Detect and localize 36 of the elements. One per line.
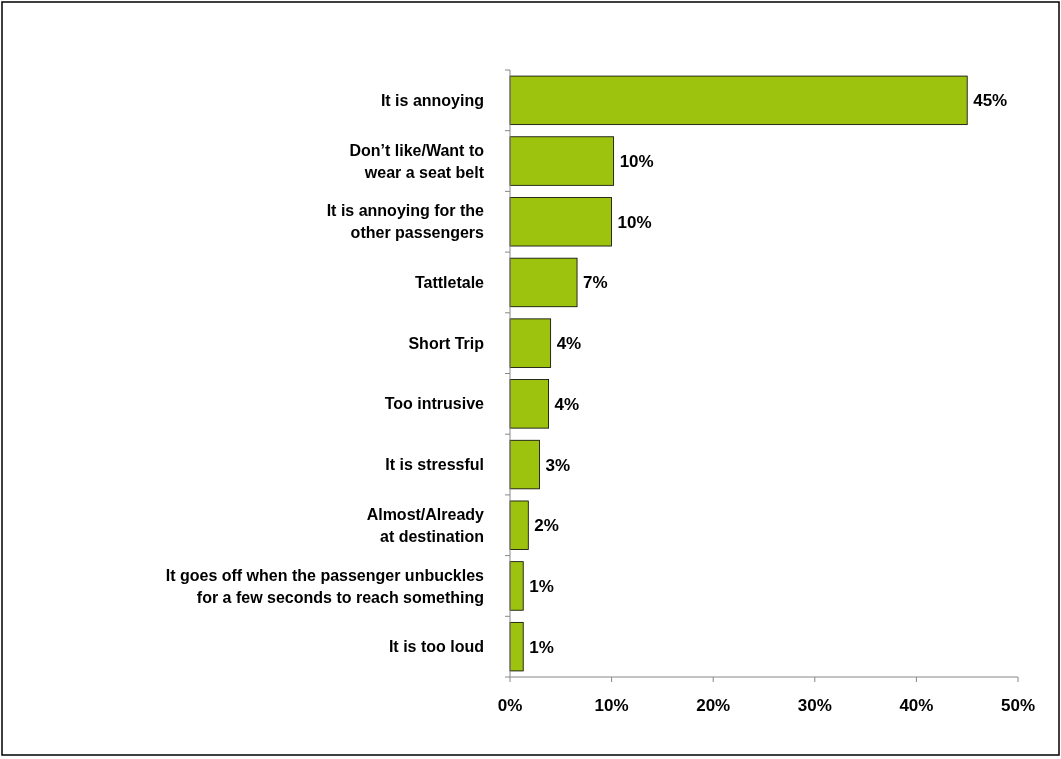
bar [509,257,578,308]
data-label: 1% [529,637,554,657]
y-tick-label: It is too loud [388,638,484,656]
data-label: 10% [617,212,652,232]
y-tick-label: Don’t like/Want to wear a seat belt [349,141,485,181]
data-label: 45% [973,91,1008,111]
data-label: 10% [619,152,654,171]
y-tick-label: Almost/Already at destination [366,505,485,545]
x-tick-label: 30% [797,696,832,715]
y-tick-label: It is annoying [380,91,484,109]
bar [509,439,540,490]
bar [509,318,552,368]
bar [509,621,524,672]
bar [509,561,524,611]
y-tick-label: It is annoying for the other passengers [326,202,485,242]
x-tick-label: 50% [1000,696,1036,715]
data-label: 7% [583,273,608,293]
y-tick-label: Tattletale [414,274,485,292]
data-label: 4% [554,394,580,414]
y-tick-label: Short Trip [408,334,485,352]
bar [509,136,615,186]
bar [509,197,612,247]
bar [509,75,968,126]
x-tick-label: 20% [696,696,731,715]
data-label: 4% [556,334,582,354]
y-tick-label: Too intrusive [384,395,485,413]
data-label: 2% [534,516,559,536]
y-tick-label: It is stressful [385,456,484,474]
bar [509,500,529,550]
x-tick-label: 40% [899,696,934,715]
x-tick-label: 10% [594,696,629,715]
data-label: 1% [529,576,554,596]
x-tick-label: 0% [497,696,523,715]
bar [509,379,550,429]
y-tick-label: It goes off when the passenger unbuckles for a few seconds to reach something [165,566,485,606]
data-label: 3% [545,455,571,475]
